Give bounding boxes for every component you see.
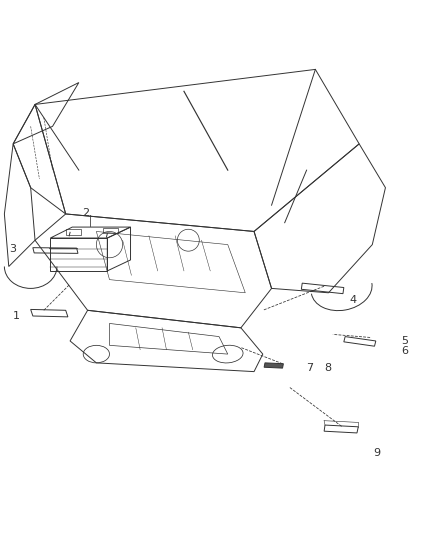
Text: 1: 1 bbox=[13, 311, 20, 321]
Polygon shape bbox=[264, 363, 283, 368]
Text: 2: 2 bbox=[82, 208, 89, 218]
Text: 8: 8 bbox=[324, 363, 331, 373]
Text: 4: 4 bbox=[350, 295, 357, 305]
Text: 5: 5 bbox=[401, 336, 408, 346]
Text: 6: 6 bbox=[401, 345, 408, 356]
Text: 7: 7 bbox=[306, 363, 313, 373]
Text: 9: 9 bbox=[373, 448, 380, 458]
Text: 3: 3 bbox=[9, 244, 16, 254]
